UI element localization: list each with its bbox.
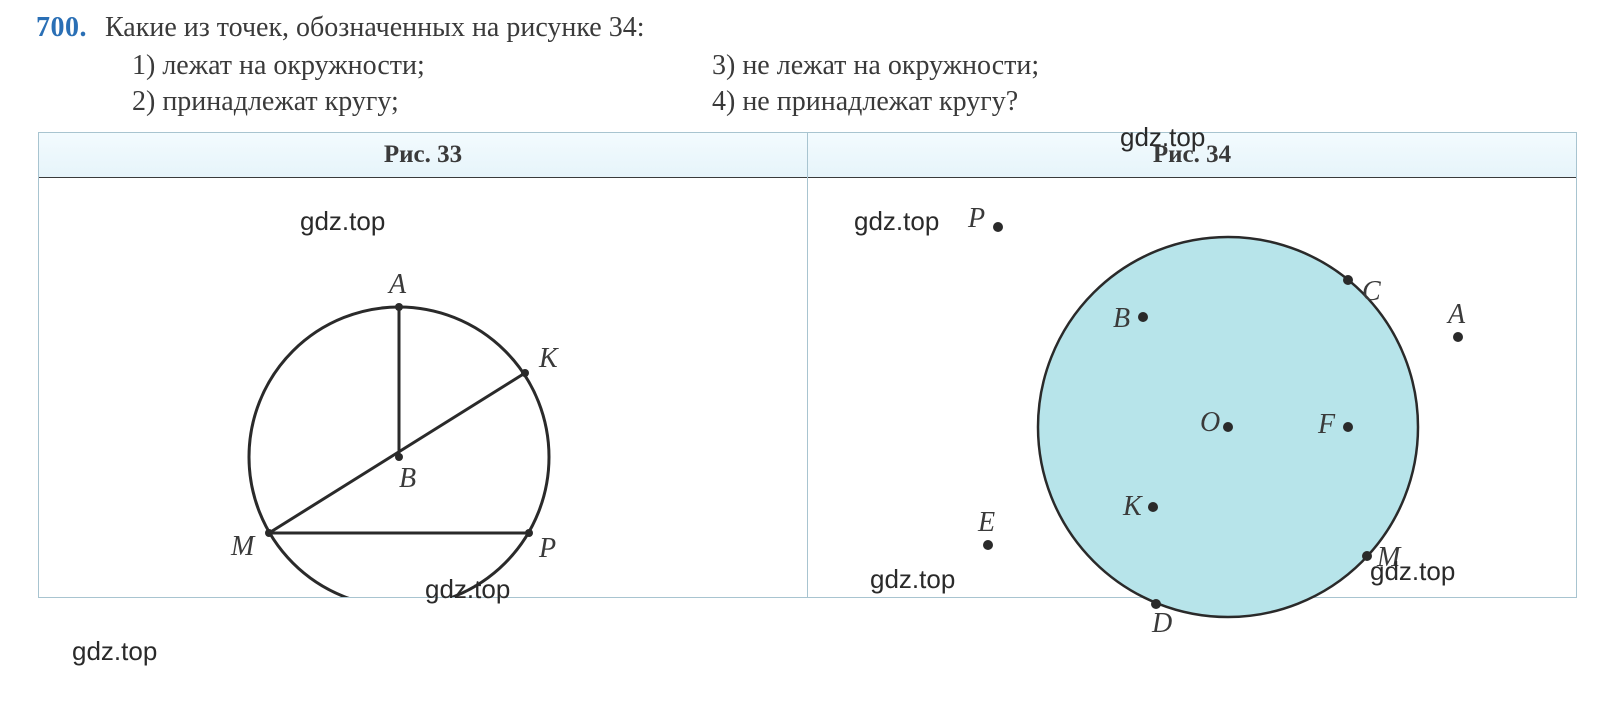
figure-34-panel: Рис. 34 PCBAOFKEDM (808, 133, 1576, 597)
svg-text:E: E (977, 507, 995, 538)
svg-text:K: K (1122, 491, 1143, 522)
watermark: gdz.top (72, 636, 157, 667)
svg-text:P: P (967, 203, 985, 234)
svg-text:A: A (387, 269, 407, 300)
problem-number: 700. (36, 12, 87, 44)
question-3: 3) не лежат на окружности; (712, 50, 1332, 82)
svg-text:M: M (1376, 542, 1402, 573)
question-1: 1) лежат на окружности; (132, 50, 712, 82)
questions: 1) лежат на окружности; 3) не лежат на о… (0, 50, 1615, 118)
svg-text:P: P (538, 533, 556, 564)
figure-34-title: Рис. 34 (808, 133, 1576, 177)
question-2: 2) принадлежат кругу; (132, 86, 712, 118)
figure-34-svg: P C B A O F K E D M (808, 177, 1568, 637)
figure-33-area: A K B M P (39, 177, 807, 597)
figure-33-panel: Рис. 33 A K B M P (39, 133, 808, 597)
svg-text:D: D (1151, 608, 1172, 637)
svg-text:K: K (538, 343, 559, 374)
svg-text:F: F (1317, 409, 1336, 440)
svg-text:A: A (1446, 299, 1466, 330)
figures-box: Рис. 33 AKBMP Рис. 34 PCBAOFKEDM (38, 132, 1577, 598)
problem-header: 700. Какие из точек, обозначенных на рис… (0, 0, 1615, 44)
figure-33-svg: A K B M P (39, 177, 799, 597)
figure-33-title: Рис. 33 (39, 133, 807, 177)
problem-title: Какие из точек, обозначенных на рисунке … (105, 12, 645, 44)
figure-34-area: PCBAOFKEDM (808, 177, 1576, 597)
svg-text:B: B (399, 463, 416, 494)
question-4: 4) не принадлежат кругу? (712, 86, 1332, 118)
svg-text:O: O (1200, 407, 1220, 438)
svg-text:M: M (230, 531, 256, 562)
svg-text:C: C (1362, 276, 1381, 307)
svg-text:B: B (1113, 303, 1130, 334)
